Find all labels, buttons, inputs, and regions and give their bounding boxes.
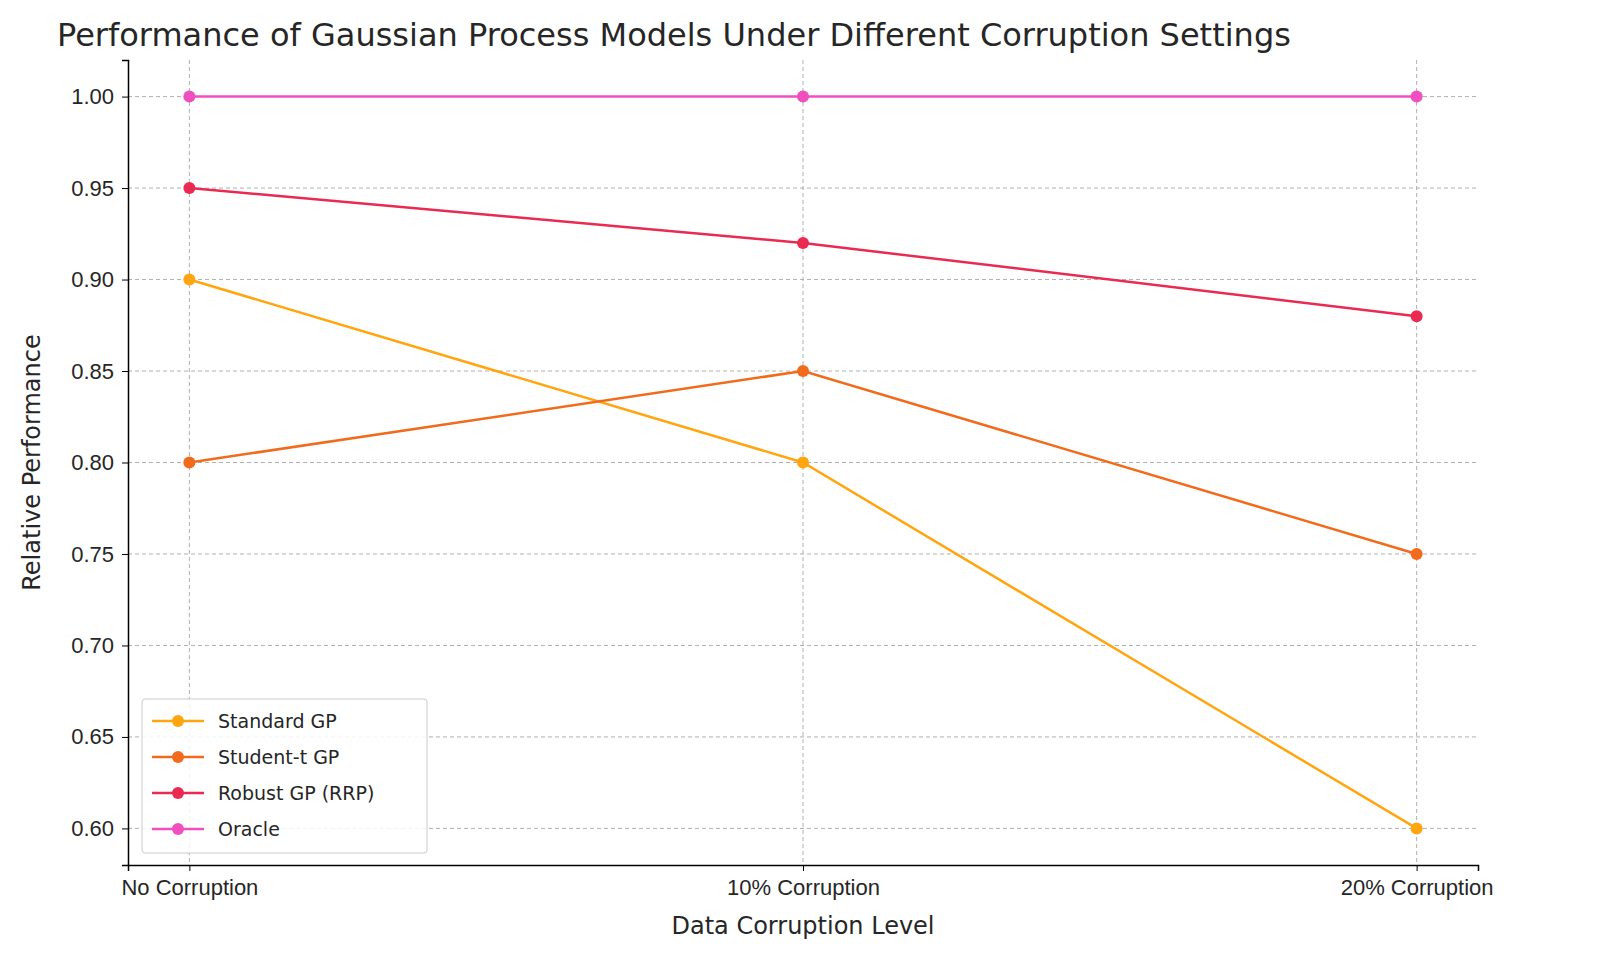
y-tick-mark	[122, 463, 128, 464]
series-marker	[1411, 91, 1423, 103]
x-tick-mark	[189, 865, 190, 871]
x-axis: No Corruption 10% Corruption 20% Corruptio…	[121, 865, 1493, 900]
legend-label: Robust GP (RRP)	[218, 782, 374, 804]
y-tick-mark	[122, 554, 128, 555]
series-line	[189, 188, 1416, 316]
y-tick-label: 0.70	[71, 633, 114, 658]
y-tick-mark	[122, 188, 128, 189]
y-tick-label: 0.80	[71, 450, 114, 475]
series-marker	[183, 457, 195, 469]
series-marker	[797, 365, 809, 377]
title: Performance of Gaussian Process Models U…	[57, 16, 1291, 54]
chart: 0.60 0.65 0.70 0.75 0.80 0.85 0.90 0.95 1.00 No C…	[0, 0, 1600, 978]
y-tick-label: 0.90	[71, 267, 114, 292]
series-marker	[1411, 548, 1423, 560]
x-tick-mark	[1417, 865, 1418, 871]
x-tick: No Corruption	[121, 865, 258, 900]
y-tick: 0.90	[71, 267, 128, 292]
legend-label: Student-t GP	[218, 746, 339, 768]
grid-line	[128, 645, 1478, 646]
series-marker	[183, 91, 195, 103]
y-tick-label: 0.75	[71, 542, 114, 567]
x-tick: 20% Corruption	[1341, 865, 1494, 900]
legend: Standard GP Student-t GP Robust GP (RRP) Or…	[142, 699, 427, 853]
y-tick-label: 0.95	[71, 176, 114, 201]
y-tick-label: 0.65	[71, 724, 114, 749]
y-tick-label: 1.00	[71, 84, 114, 109]
y-tick-label: 0.60	[71, 816, 114, 841]
grid-line	[1416, 60, 1417, 865]
series-marker	[797, 91, 809, 103]
y-tick: 0.70	[71, 633, 128, 658]
y-tick-mark	[122, 371, 128, 372]
y-axis: 0.60 0.65 0.70 0.75 0.80 0.85 0.90 0.95 1.00	[71, 61, 128, 866]
y-tick: 0.85	[71, 359, 128, 384]
series-marker	[183, 182, 195, 194]
y-tick-mark	[122, 645, 128, 646]
series-marker	[1411, 822, 1423, 834]
x-tick-mark	[803, 865, 804, 871]
series-marker	[183, 274, 195, 286]
x-tick-label: 10% Corruption	[727, 875, 880, 900]
legend-label: Oracle	[218, 818, 280, 840]
y-tick: 0.65	[71, 724, 128, 749]
legend-marker	[172, 715, 184, 727]
series-marker	[797, 457, 809, 469]
legend-box	[142, 699, 427, 853]
y-tick: 0.95	[71, 176, 128, 201]
x-tick-label: No Corruption	[121, 875, 258, 900]
y-tick: 0.60	[71, 816, 128, 841]
y-tick: 0.80	[71, 450, 128, 475]
y-tick: 0.75	[71, 542, 128, 567]
legend-marker	[172, 823, 184, 835]
plot-area: 0.60 0.65 0.70 0.75 0.80 0.85 0.90 0.95 1.00 No C…	[71, 60, 1493, 900]
series-marker	[797, 237, 809, 249]
series-marker	[1411, 310, 1423, 322]
y-axis-title: Relative Performance	[18, 334, 46, 591]
x-axis-line	[129, 866, 1479, 872]
y-tick: 1.00	[71, 84, 128, 109]
legend-marker	[172, 787, 184, 799]
y-tick-mark	[122, 280, 128, 281]
y-tick-mark	[122, 97, 128, 98]
x-tick-label: 20% Corruption	[1341, 875, 1494, 900]
y-tick-mark	[122, 737, 128, 738]
x-tick: 10% Corruption	[727, 865, 880, 900]
x-axis-title: Data Corruption Level	[671, 912, 934, 940]
grid	[128, 60, 1478, 865]
legend-label: Standard GP	[218, 710, 337, 732]
legend-marker	[172, 751, 184, 763]
y-tick-label: 0.85	[71, 359, 114, 384]
y-tick-mark	[122, 828, 128, 829]
series-line	[189, 371, 1416, 554]
y-axis-line	[122, 61, 129, 866]
